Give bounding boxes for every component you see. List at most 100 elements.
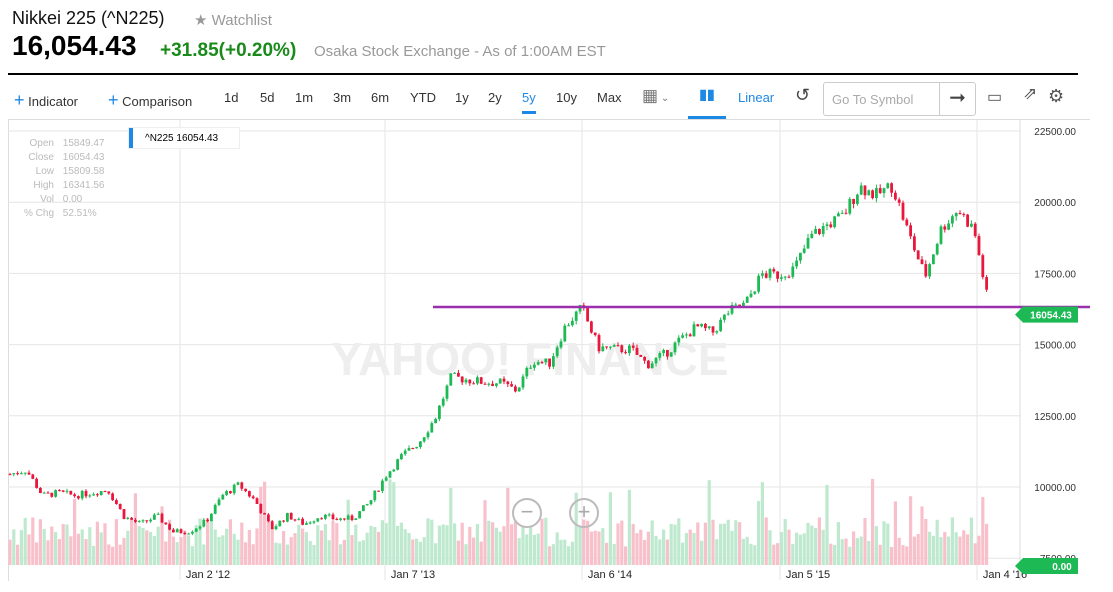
- volume-bar: [221, 535, 225, 565]
- range-5y[interactable]: 5y: [522, 90, 536, 114]
- candle: [58, 490, 61, 492]
- volume-bar: [874, 526, 878, 565]
- y-tick-label: 15000.00: [1034, 341, 1076, 352]
- volume-bar: [783, 519, 787, 565]
- range-YTD[interactable]: YTD: [410, 90, 436, 105]
- reset-icon[interactable]: ↺: [795, 85, 811, 105]
- candle: [540, 362, 544, 364]
- range-6m[interactable]: 6m: [371, 90, 390, 105]
- candle: [514, 386, 517, 392]
- candle: [533, 364, 536, 368]
- range-1d[interactable]: 1d: [224, 90, 239, 105]
- add-comparison-button[interactable]: + Comparison: [108, 90, 192, 111]
- volume-bar: [259, 486, 263, 565]
- add-indicator-button[interactable]: + Indicator: [14, 90, 78, 111]
- candle: [734, 304, 738, 306]
- candle: [479, 377, 483, 384]
- volume-bar: [597, 531, 601, 565]
- volume-bar: [924, 518, 928, 565]
- volume-bar: [985, 523, 989, 565]
- ohlc-row: Vol 0.00: [10, 194, 105, 208]
- scale-linear-button[interactable]: Linear: [738, 90, 775, 105]
- volume-bar: [247, 529, 251, 565]
- candle: [658, 353, 662, 358]
- volume-bar: [209, 519, 213, 565]
- range-1m[interactable]: 1m: [295, 90, 314, 105]
- volume-bar: [320, 530, 324, 565]
- symbol-search-input[interactable]: Go To Symbol ➞: [823, 82, 976, 116]
- calendar-icon[interactable]: ▦ ⌄: [642, 86, 670, 105]
- volume-bar: [928, 531, 932, 565]
- candle: [909, 225, 912, 237]
- settings-gear-icon[interactable]: ⚙: [1048, 86, 1065, 106]
- volume-bar: [521, 526, 525, 565]
- range-1y[interactable]: 1y: [455, 90, 469, 105]
- popout-icon[interactable]: ⇗: [1023, 84, 1038, 103]
- volume-bar: [703, 522, 707, 565]
- chart-area[interactable]: [8, 119, 1090, 581]
- range-2y[interactable]: 2y: [488, 90, 502, 105]
- ohlc-label: High: [33, 180, 54, 191]
- volume-bar: [365, 532, 369, 565]
- candle: [464, 379, 468, 383]
- volume-bar: [141, 527, 145, 565]
- zoom-in-button[interactable]: +: [569, 498, 599, 528]
- volume-bar: [757, 500, 761, 565]
- volume-bar: [316, 525, 320, 565]
- go-arrow-button[interactable]: ➞: [939, 83, 975, 115]
- candle: [343, 518, 346, 520]
- volume-bar: [582, 519, 586, 565]
- volume-bar: [620, 520, 624, 565]
- page-title: Nikkei 225 (^N225): [12, 8, 165, 28]
- candle: [88, 495, 92, 497]
- volume-bar: [840, 539, 844, 565]
- volume-bar: [745, 536, 749, 565]
- volume-bar: [624, 546, 628, 565]
- candle: [647, 360, 650, 369]
- legend-item[interactable]: ^N225 16054.43: [128, 127, 240, 149]
- candle: [236, 482, 240, 485]
- volume-bar: [502, 526, 506, 565]
- candle: [818, 228, 821, 235]
- range-Max[interactable]: Max: [597, 90, 622, 105]
- candle: [871, 190, 874, 199]
- volume-bar: [156, 526, 160, 565]
- range-3m[interactable]: 3m: [333, 90, 352, 105]
- candle: [422, 437, 426, 442]
- volume-bar: [35, 542, 39, 565]
- volume-bar: [567, 546, 571, 565]
- volume-bar: [517, 538, 521, 565]
- candle: [103, 491, 107, 493]
- volume-bar: [912, 536, 916, 565]
- volume-bar: [882, 521, 886, 565]
- volume-bar: [859, 536, 863, 565]
- volume-bar: [768, 530, 772, 565]
- last-price-tag: [1015, 306, 1078, 323]
- candle: [920, 259, 924, 265]
- volume-bar: [183, 530, 187, 565]
- y-tick-label: 20000.00: [1034, 198, 1076, 209]
- volume-bar: [916, 534, 920, 565]
- range-5d[interactable]: 5d: [260, 90, 275, 105]
- watchlist-button[interactable]: ★ Watchlist: [194, 11, 272, 29]
- volume-bar: [760, 482, 764, 565]
- volume-bar: [601, 528, 605, 565]
- volume-bar: [73, 498, 77, 565]
- present-icon[interactable]: ▭: [987, 89, 1003, 106]
- volume-bar: [327, 540, 331, 565]
- volume-bar: [669, 523, 673, 565]
- volume-bar: [829, 543, 833, 565]
- candlestick-chart-type-button[interactable]: ▮▮: [688, 86, 726, 119]
- volume-bar: [396, 525, 400, 565]
- candle: [381, 480, 384, 492]
- ohlc-readout: Open 15849.47 Close 16054.43 Low 15809.58 H…: [10, 138, 105, 222]
- candle: [666, 350, 669, 357]
- candle: [327, 514, 331, 516]
- volume-bar: [460, 522, 464, 565]
- range-10y[interactable]: 10y: [556, 90, 577, 105]
- zoom-out-button[interactable]: −: [512, 498, 542, 528]
- candle: [126, 517, 130, 519]
- candle: [973, 223, 977, 237]
- volume-bar: [171, 536, 175, 565]
